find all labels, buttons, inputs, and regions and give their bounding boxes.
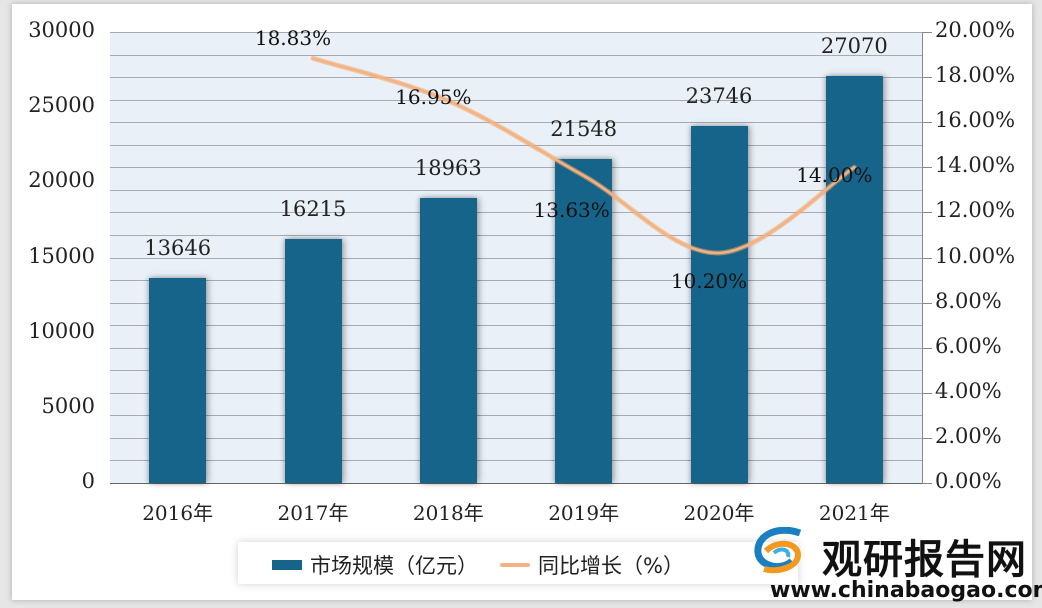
right-axis-tick-label: 18.00% xyxy=(935,63,1016,88)
grid-line xyxy=(110,167,922,169)
left-axis-tick-label: 0 xyxy=(81,469,95,493)
legend: 市场规模（亿元） 同比增长（%） xyxy=(238,542,798,584)
grid-line xyxy=(110,415,922,417)
grid-line xyxy=(110,392,922,394)
grid-line xyxy=(110,189,922,191)
right-axis-tick xyxy=(922,347,932,349)
left-axis-tick-label: 20000 xyxy=(28,168,95,193)
watermark-url: www.chinabaogao.com xyxy=(770,578,1042,603)
bar xyxy=(419,197,477,483)
x-axis-tick-label: 2020年 xyxy=(683,501,755,525)
grid-line xyxy=(110,32,922,33)
right-axis-tick xyxy=(922,437,932,439)
right-axis-tick xyxy=(922,257,932,259)
x-axis-tick-label: 2017年 xyxy=(277,501,349,525)
bar-value-label: 16215 xyxy=(279,197,347,222)
right-axis-tick xyxy=(922,122,932,124)
grid-line xyxy=(110,99,922,101)
x-axis-line xyxy=(110,483,922,484)
bar-value-label: 21548 xyxy=(550,117,618,142)
right-axis-tick-label: 10.00% xyxy=(935,243,1016,268)
growth-value-label: 13.63% xyxy=(533,197,610,222)
right-axis-tick-label: 4.00% xyxy=(935,378,1002,403)
grid-line xyxy=(110,460,922,462)
right-axis-tick xyxy=(922,167,932,169)
bar-value-label: 13646 xyxy=(144,235,212,260)
bar xyxy=(149,277,207,483)
plot-area xyxy=(110,32,922,484)
logo-icon xyxy=(754,527,802,574)
x-axis-tick-label: 2021年 xyxy=(818,501,890,525)
right-axis-tick-label: 20.00% xyxy=(935,18,1016,42)
x-axis-tick-label: 2019年 xyxy=(548,501,620,525)
x-axis-tick-label: 2016年 xyxy=(142,501,214,525)
grid-line xyxy=(110,257,922,259)
grid-line xyxy=(110,234,922,236)
grid-line xyxy=(110,280,922,282)
right-axis-tick xyxy=(922,483,932,484)
legend-bar-label: 市场规模（亿元） xyxy=(310,554,478,578)
right-axis-tick xyxy=(922,32,932,33)
right-axis-tick-label: 16.00% xyxy=(935,108,1016,133)
right-axis-tick xyxy=(922,77,932,79)
legend-line-swatch xyxy=(500,563,530,567)
watermark-name: 观研报告网 xyxy=(822,537,1027,583)
growth-value-label: 10.20% xyxy=(670,268,748,293)
grid-line xyxy=(110,122,922,124)
grid-line xyxy=(110,212,922,214)
grid-line xyxy=(110,347,922,349)
right-axis-tick xyxy=(922,392,932,394)
grid-line xyxy=(110,77,922,79)
right-axis-tick-label: 12.00% xyxy=(935,198,1016,223)
grid-line xyxy=(110,144,922,146)
right-axis-tick-label: 14.00% xyxy=(935,153,1016,178)
right-axis-tick xyxy=(922,212,932,214)
right-axis-tick xyxy=(922,302,932,304)
left-axis-tick-label: 10000 xyxy=(28,318,95,343)
right-axis-tick-label: 0.00% xyxy=(935,469,1002,493)
right-axis-tick-label: 8.00% xyxy=(935,288,1002,313)
bar xyxy=(284,239,342,483)
growth-value-label: 16.95% xyxy=(395,84,472,109)
growth-value-label: 14.00% xyxy=(796,163,873,188)
growth-value-label: 18.83% xyxy=(254,26,332,51)
bar-value-label: 27070 xyxy=(820,34,888,59)
left-axis-tick-label: 30000 xyxy=(28,18,95,42)
grid-line xyxy=(110,370,922,372)
legend-line-label: 同比增长（%） xyxy=(538,554,684,578)
right-axis-tick-label: 2.00% xyxy=(935,423,1002,448)
bar xyxy=(555,159,613,483)
left-axis-tick-label: 5000 xyxy=(41,393,95,418)
bar xyxy=(825,76,883,483)
right-axis-tick-label: 6.00% xyxy=(935,333,1002,358)
grid-line xyxy=(110,325,922,327)
bar-value-label: 18963 xyxy=(414,155,482,180)
bar xyxy=(690,126,748,483)
legend-bar-swatch xyxy=(272,560,302,570)
bar-value-label: 23746 xyxy=(685,84,753,109)
grid-line xyxy=(110,54,922,56)
left-axis-tick-label: 15000 xyxy=(28,243,95,268)
grid-line xyxy=(110,302,922,304)
left-axis-tick-label: 25000 xyxy=(28,93,95,118)
grid-line xyxy=(110,437,922,439)
x-axis-tick-label: 2018年 xyxy=(412,501,484,525)
